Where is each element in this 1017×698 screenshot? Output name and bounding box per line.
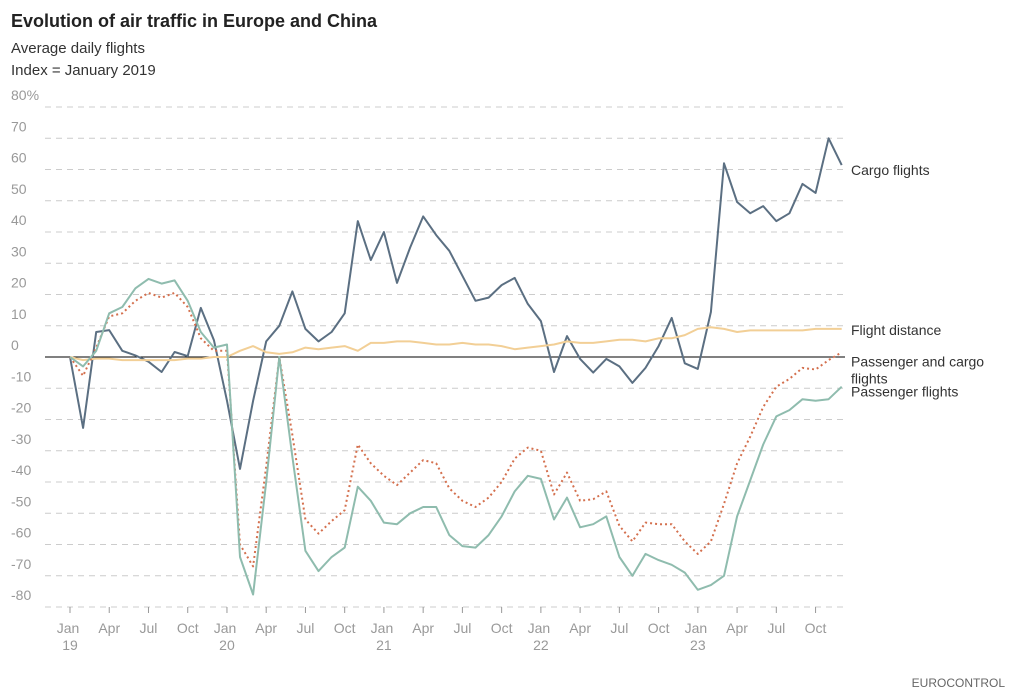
y-tick-label: 80% xyxy=(11,87,39,103)
y-tick-label: 0 xyxy=(11,337,19,353)
legend-label: Flight distance xyxy=(851,322,941,338)
x-tick-label: Jul xyxy=(610,620,628,636)
y-tick-label: -30 xyxy=(11,431,31,447)
chart-subtitle: Average daily flights xyxy=(11,40,145,57)
x-tick-label: Apr xyxy=(726,620,748,636)
x-tick-label: Jan 20 xyxy=(214,620,240,653)
series-line xyxy=(69,137,843,470)
x-tick-label: Apr xyxy=(98,620,120,636)
legend-label: Passenger flights xyxy=(851,384,958,400)
x-tick-label: Jan 19 xyxy=(57,620,83,653)
x-tick-label: Oct xyxy=(491,620,513,636)
x-tick-label: Jul xyxy=(767,620,785,636)
series-line xyxy=(69,277,843,596)
chart-title: Evolution of air traffic in Europe and C… xyxy=(11,11,378,31)
x-tick-label: Jul xyxy=(140,620,158,636)
series-line xyxy=(69,326,842,362)
y-tick-label: 30 xyxy=(11,243,27,259)
y-tick-label: -80 xyxy=(11,587,31,603)
y-tick-label: -60 xyxy=(11,525,31,541)
y-tick-label: -10 xyxy=(11,368,31,384)
y-tick-label: 40 xyxy=(11,212,27,228)
x-tick-label: Jul xyxy=(296,620,314,636)
x-tick-label: Jan 21 xyxy=(371,620,397,653)
legend-label: Cargo flights xyxy=(851,162,930,178)
legend-label: Passenger and cargo flights xyxy=(851,353,988,386)
x-tick-label: Apr xyxy=(569,620,591,636)
x-tick-label: Jul xyxy=(453,620,471,636)
x-tick-label: Apr xyxy=(255,620,277,636)
x-tick-label: Oct xyxy=(177,620,199,636)
y-tick-label: -20 xyxy=(11,400,31,416)
x-tick-label: Jan 22 xyxy=(528,620,554,653)
y-tick-label: 60 xyxy=(11,150,27,166)
y-tick-label: -50 xyxy=(11,493,31,509)
x-tick-label: Apr xyxy=(412,620,434,636)
x-tick-label: Oct xyxy=(805,620,827,636)
y-tick-label: 20 xyxy=(11,275,27,291)
x-tick-label: Oct xyxy=(648,620,670,636)
y-tick-label: 70 xyxy=(11,118,27,134)
chart-subtitle: Index = January 2019 xyxy=(11,62,156,79)
y-tick-label: -40 xyxy=(11,462,31,478)
x-tick-label: Oct xyxy=(334,620,356,636)
series-line xyxy=(69,291,843,568)
source: EUROCONTROL xyxy=(912,676,1006,690)
x-tick-label: Jan 23 xyxy=(685,620,711,653)
y-tick-label: 10 xyxy=(11,306,27,322)
y-tick-label: -70 xyxy=(11,556,31,572)
y-tick-label: 50 xyxy=(11,181,27,197)
